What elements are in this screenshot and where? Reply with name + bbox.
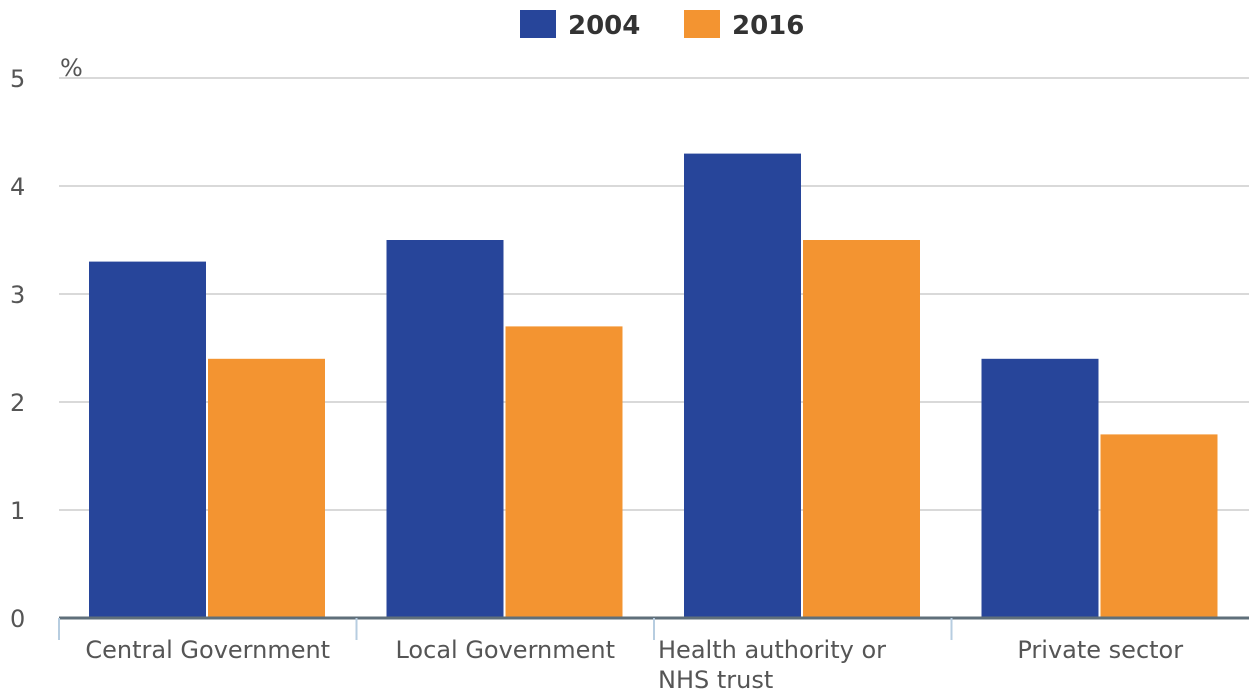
y-tick-label: 4 xyxy=(10,173,25,201)
y-tick-label: 2 xyxy=(10,389,25,417)
y-tick-label: 3 xyxy=(10,281,25,309)
y-tick-label: 5 xyxy=(10,65,25,93)
y-tick-label: 0 xyxy=(10,605,25,633)
x-category-label: Private sector xyxy=(1017,636,1183,664)
bar-2016 xyxy=(505,326,623,618)
bar-2016 xyxy=(1100,434,1218,618)
legend-swatch-2004 xyxy=(520,10,556,38)
legend-label-2016: 2016 xyxy=(732,11,804,41)
bar-2004 xyxy=(89,261,206,618)
x-category-label: Central Government xyxy=(85,636,330,664)
y-axis-unit-label: % xyxy=(60,54,83,82)
bar-2016 xyxy=(803,240,920,618)
bars xyxy=(89,153,1218,618)
legend-label-2004: 2004 xyxy=(568,11,640,41)
x-category-label: Health authority or NHS trust xyxy=(658,636,886,691)
x-axis: Central Government Local Government Health… xyxy=(58,616,1249,691)
bar-2016 xyxy=(208,358,325,618)
y-tick-label: 1 xyxy=(10,497,25,525)
legend-swatch-2016 xyxy=(684,10,720,38)
bar-2004 xyxy=(981,358,1099,618)
y-axis-ticks: 0 1 2 3 4 5 xyxy=(10,65,25,633)
bar-2004 xyxy=(684,153,801,618)
x-category-label: Local Government xyxy=(395,636,615,664)
bar-2004 xyxy=(386,240,504,618)
legend: 2004 2016 xyxy=(520,10,804,41)
